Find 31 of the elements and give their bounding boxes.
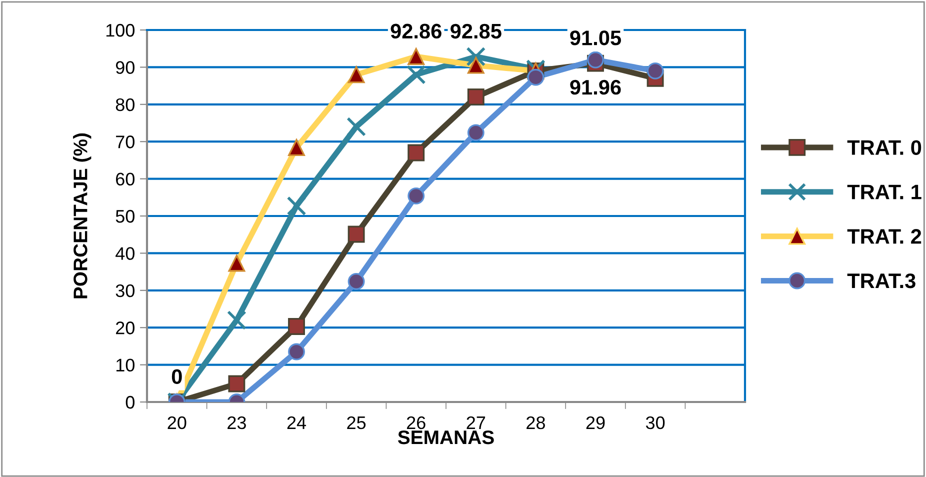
y-tick-label: 50 [116,210,134,223]
legend-label: TRAT. 2 [847,229,922,244]
x-tick-label: 28 [526,416,545,430]
x-tick-label: 24 [287,416,306,429]
x-tick-label: 29 [586,416,605,430]
y-tick-label: 80 [116,98,134,112]
y-tick-label: 0 [126,396,134,409]
x-tick-label: 25 [347,416,366,430]
x-tick-label: 30 [646,416,665,430]
y-tick-label: 100 [106,24,134,37]
y-tick-label: 20 [116,322,134,334]
y-tick-label: 10 [116,358,134,372]
legend-label: TRAT. 1 [847,184,922,200]
x-tick-label: 20 [168,416,186,430]
data-label: 92.85 [450,24,502,39]
x-tick-label: 27 [466,416,486,429]
legend-label: TRAT. 0 [847,140,922,155]
legend-label: TRAT.3 [847,273,916,288]
y-tick-label: 90 [116,61,134,74]
y-tick-label: 60 [116,172,134,186]
x-tick-label: 26 [406,416,426,430]
y-axis-title: PORCENTAJE (%) [73,133,92,298]
data-label: 91.05 [570,30,621,46]
data-label: 91.96 [570,80,621,95]
data-label: 0 [172,369,182,384]
y-tick-label: 30 [116,284,134,298]
y-tick-label: 70 [116,136,134,148]
data-label: 92.86 [390,24,442,39]
x-axis-title: SEMANAS [398,430,494,444]
x-tick-label: 23 [228,416,246,430]
y-tick-label: 40 [116,247,134,260]
